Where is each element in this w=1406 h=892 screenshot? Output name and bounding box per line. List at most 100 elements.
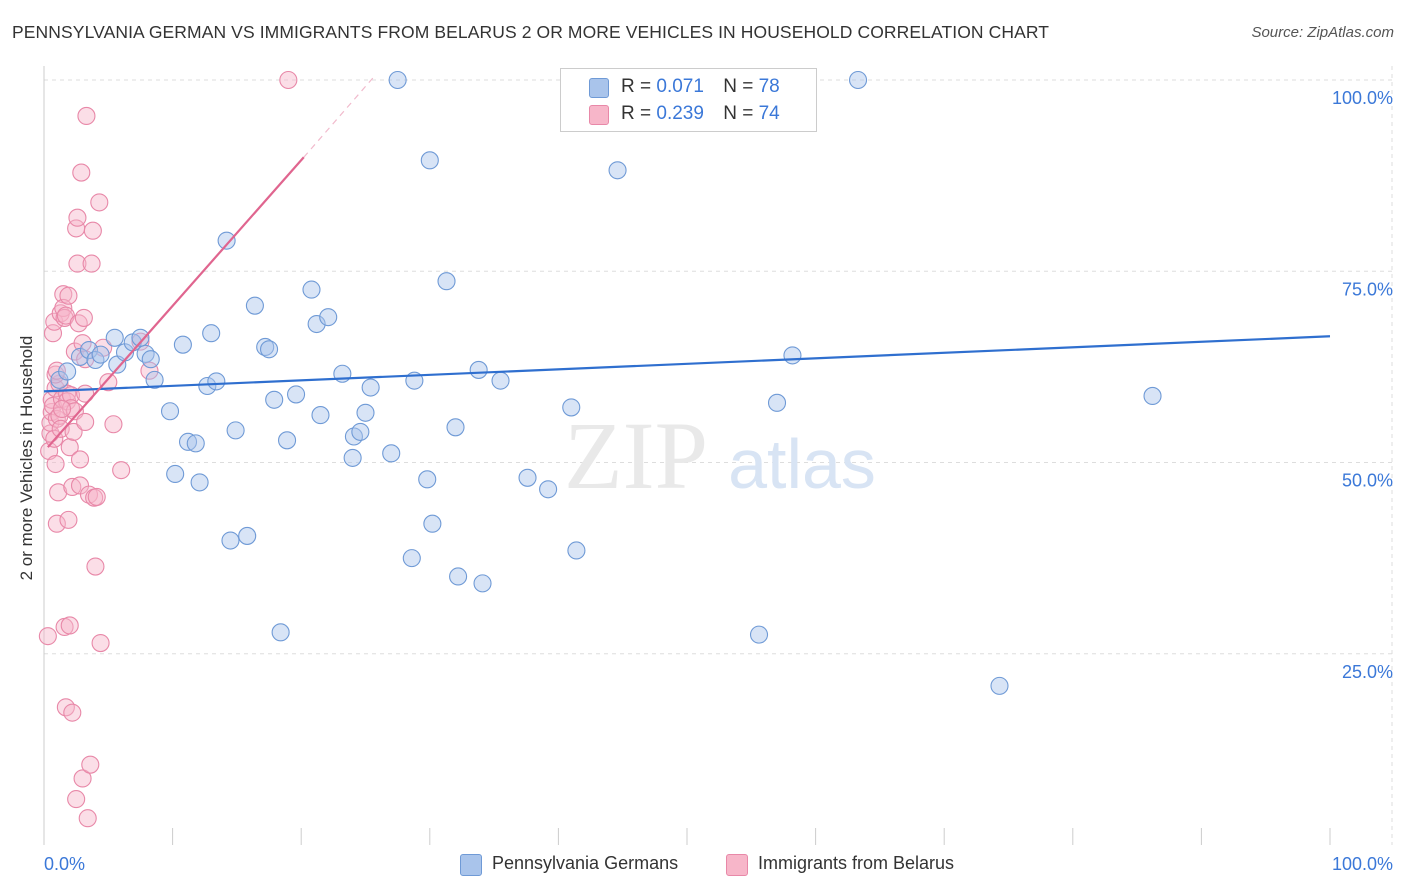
legend-n-label: N = — [723, 76, 759, 97]
chart-title: PENNSYLVANIA GERMAN VS IMMIGRANTS FROM B… — [12, 22, 1050, 42]
series-legend: Pennsylvania Germans Immigrants from Bel… — [0, 852, 1406, 878]
data-point-pennsylvania-germans — [79, 340, 99, 360]
legend-swatch-blue — [460, 854, 482, 876]
data-point-immigrants-from-belarus — [47, 409, 66, 428]
x-tick-label: 0.0% — [44, 854, 85, 874]
data-point-pennsylvania-germans — [259, 340, 279, 359]
data-point-pennsylvania-germans — [198, 376, 217, 396]
data-point-immigrants-from-belarus — [78, 809, 97, 828]
data-point-pennsylvania-germans — [265, 390, 284, 409]
data-point-immigrants-from-belarus — [76, 412, 95, 432]
legend-label: Pennsylvania Germans — [492, 853, 679, 873]
data-point-pennsylvania-germans — [226, 421, 245, 440]
data-point-pennsylvania-germans — [131, 328, 150, 347]
data-point-immigrants-from-belarus — [38, 627, 57, 646]
data-point-pennsylvania-germans — [491, 371, 510, 390]
trend-lines — [43, 74, 1331, 448]
data-point-immigrants-from-belarus — [59, 286, 78, 305]
data-point-pennsylvania-germans — [449, 567, 468, 586]
trend-line-blue — [43, 335, 1331, 393]
data-point-pennsylvania-germans — [307, 314, 326, 334]
data-point-pennsylvania-germans — [166, 464, 185, 484]
data-point-pennsylvania-germans — [567, 541, 586, 560]
data-point-pennsylvania-germans — [402, 549, 421, 568]
data-point-pennsylvania-germans — [608, 161, 627, 180]
data-point-immigrants-from-belarus — [82, 254, 101, 273]
data-point-immigrants-from-belarus — [279, 70, 298, 90]
data-point-immigrants-from-belarus — [68, 254, 87, 273]
data-point-pennsylvania-germans — [344, 427, 363, 446]
legend-n-value: 74 — [758, 103, 780, 124]
data-point-pennsylvania-germans — [539, 480, 558, 499]
data-point-pennsylvania-germans — [990, 676, 1009, 695]
data-point-pennsylvania-germans — [238, 526, 257, 545]
y-tick-label: 25.0% — [1342, 662, 1393, 682]
data-point-immigrants-from-belarus — [74, 308, 93, 327]
data-point-pennsylvania-germans — [178, 432, 198, 451]
data-point-immigrants-from-belarus — [112, 461, 131, 480]
data-point-pennsylvania-germans — [136, 344, 155, 363]
axes — [43, 66, 1331, 845]
data-point-immigrants-from-belarus — [43, 324, 63, 343]
data-point-immigrants-from-belarus — [47, 514, 66, 533]
data-point-immigrants-from-belarus — [73, 334, 92, 353]
data-point-immigrants-from-belarus — [60, 616, 79, 635]
data-point-immigrants-from-belarus — [73, 769, 92, 788]
legend-swatch-blue — [589, 78, 609, 98]
source-credit: Source: ZipAtlas.com — [1251, 24, 1394, 41]
data-point-pennsylvania-germans — [420, 151, 439, 170]
data-point-pennsylvania-germans — [91, 345, 110, 364]
tick-labels: 100.0% 75.0% 50.0% 25.0% 0.0% 100.0% — [44, 88, 1393, 874]
x-tick-label: 100.0% — [1332, 854, 1393, 874]
data-point-pennsylvania-germans — [302, 280, 321, 299]
data-point-immigrants-from-belarus — [90, 193, 109, 212]
data-point-pennsylvania-germans — [518, 468, 537, 487]
data-point-pennsylvania-germans — [202, 324, 221, 343]
legend-r-value: 0.071 — [656, 76, 704, 97]
y-tick-label: 50.0% — [1342, 471, 1393, 491]
legend-n-value: 78 — [758, 76, 780, 97]
data-point-immigrants-from-belarus — [70, 450, 90, 469]
data-point-immigrants-from-belarus — [69, 314, 88, 333]
data-point-immigrants-from-belarus — [46, 454, 65, 474]
data-point-pennsylvania-germans — [160, 402, 180, 421]
data-point-pennsylvania-germans — [848, 70, 868, 90]
data-point-immigrants-from-belarus — [68, 208, 87, 227]
data-point-pennsylvania-germans — [343, 448, 362, 467]
data-point-pennsylvania-germans — [423, 514, 442, 533]
trend-line-pink — [47, 156, 305, 448]
data-point-immigrants-from-belarus — [59, 510, 78, 529]
data-point-pennsylvania-germans — [319, 308, 338, 327]
data-point-immigrants-from-belarus — [52, 399, 72, 419]
legend-r-value: 0.239 — [656, 103, 704, 124]
data-point-pennsylvania-germans — [749, 625, 769, 644]
data-point-pennsylvania-germans — [418, 470, 437, 489]
legend-r-label: R = — [621, 103, 657, 124]
data-point-immigrants-from-belarus — [77, 106, 96, 126]
data-point-immigrants-from-belarus — [91, 633, 110, 653]
data-point-pennsylvania-germans — [278, 431, 297, 450]
data-point-pennsylvania-germans — [287, 385, 306, 404]
data-point-pennsylvania-germans — [186, 434, 205, 453]
data-point-pennsylvania-germans — [173, 335, 192, 354]
data-point-pennsylvania-germans — [311, 406, 330, 425]
data-point-pennsylvania-germans — [351, 422, 370, 441]
correlation-legend: R = 0.071 N = 78 R = 0.239 N = 74 — [560, 68, 817, 132]
legend-swatch-pink — [589, 105, 609, 125]
y-axis-title: 2 or more Vehicles in Household — [17, 335, 36, 581]
data-point-immigrants-from-belarus — [81, 755, 100, 774]
legend-r-label: R = — [621, 76, 657, 97]
data-point-pennsylvania-germans — [245, 296, 264, 315]
data-point-pennsylvania-germans — [446, 418, 465, 437]
watermark: ZIP atlas — [564, 402, 876, 509]
data-point-immigrants-from-belarus — [99, 373, 118, 392]
trend-line-extension-pink — [303, 74, 377, 158]
watermark-atlas: atlas — [728, 425, 876, 503]
data-point-immigrants-from-belarus — [140, 361, 159, 380]
watermark-zip: ZIP — [564, 402, 708, 509]
data-point-immigrants-from-belarus — [60, 438, 79, 457]
data-point-pennsylvania-germans — [141, 350, 160, 369]
data-point-pennsylvania-germans — [1143, 386, 1162, 405]
legend-swatch-pink — [726, 854, 748, 876]
